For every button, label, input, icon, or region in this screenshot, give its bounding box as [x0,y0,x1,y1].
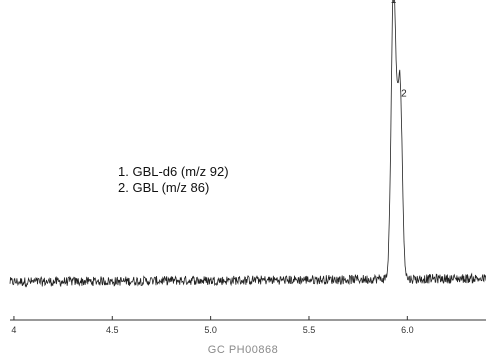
legend-entry-1: 1. GBL-d6 (m/z 92) [118,164,229,179]
legend-entry-2: 2. GBL (m/z 86) [118,180,210,195]
x-tick-label: 4 [11,325,16,335]
x-tick-label: 5.0 [204,325,217,335]
legend: 1. GBL-d6 (m/z 92) 2. GBL (m/z 86) [118,164,229,196]
peak-label-1: 1 [391,0,397,6]
figure-caption: GC PH00868 [207,344,279,356]
chromatogram-trace [9,0,486,288]
x-axis-ticks: 4 4.5 5.0 5.5 6.0 [11,316,414,335]
peak-labels: 12 [391,0,407,99]
x-tick-label: 5.5 [303,325,316,335]
x-tick-label: 4.5 [106,325,119,335]
x-tick-label: 6.0 [401,325,414,335]
peak-label-2: 2 [401,88,407,99]
